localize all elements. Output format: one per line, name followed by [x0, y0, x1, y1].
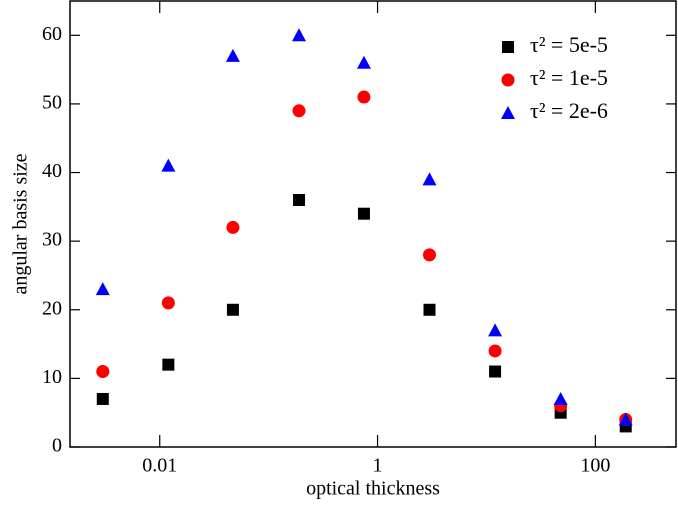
x-tick-label: 100	[580, 455, 610, 477]
point	[162, 358, 175, 371]
legend-marker	[502, 41, 514, 53]
point	[553, 391, 568, 405]
point	[226, 220, 240, 234]
point	[226, 303, 239, 316]
point	[618, 412, 633, 426]
legend-label: τ² = 1e-5	[530, 65, 608, 90]
point	[292, 193, 305, 206]
point	[356, 55, 371, 69]
point	[95, 282, 110, 296]
x-axis-label: optical thickness	[306, 478, 440, 500]
point	[161, 158, 176, 172]
point	[225, 48, 240, 62]
point	[292, 104, 306, 118]
y-tick-label: 20	[42, 297, 62, 319]
legend-marker	[501, 106, 515, 119]
point	[291, 28, 306, 42]
point	[422, 172, 437, 186]
point	[423, 248, 437, 262]
point	[96, 392, 109, 405]
y-tick-label: 50	[42, 92, 62, 114]
y-axis-label: angular basis size	[10, 153, 32, 294]
point	[489, 365, 502, 378]
x-tick-label: 1	[373, 455, 383, 477]
y-tick-label: 40	[42, 160, 62, 182]
plot-frame	[69, 0, 677, 448]
point	[488, 323, 503, 337]
point	[357, 90, 371, 104]
point	[96, 365, 110, 379]
legend-marker	[501, 73, 515, 87]
y-tick-label: 0	[52, 435, 62, 457]
legend-label: τ² = 2e-6	[530, 98, 608, 123]
point	[423, 303, 436, 316]
point	[161, 296, 175, 310]
y-tick-label: 30	[42, 229, 62, 251]
point	[357, 207, 370, 220]
point	[488, 344, 502, 358]
y-tick-label: 10	[42, 366, 62, 388]
legend-label: τ² = 5e-5	[530, 32, 608, 57]
x-tick-label: 0.01	[142, 455, 177, 477]
y-tick-label: 60	[42, 23, 62, 45]
